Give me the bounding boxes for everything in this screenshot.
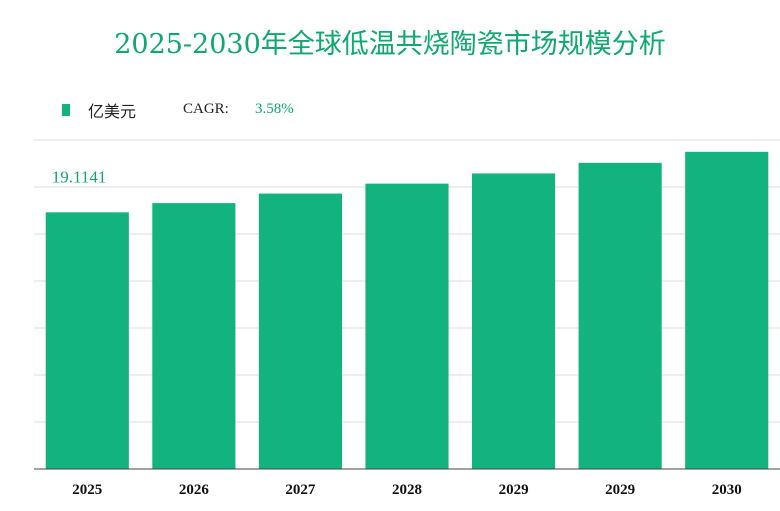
legend: 亿美元 xyxy=(62,99,136,121)
bar xyxy=(685,151,769,469)
legend-swatch xyxy=(62,104,70,116)
bar xyxy=(258,193,342,469)
x-tick-label: 2028 xyxy=(392,482,422,498)
bar xyxy=(472,173,556,470)
data-label: 19.1141 xyxy=(52,167,107,186)
bar xyxy=(365,183,449,469)
x-tick-label: 2025 xyxy=(72,482,102,498)
x-tick-label: 2029 xyxy=(605,482,635,498)
x-tick-label: 2027 xyxy=(285,482,316,498)
cagr-label: CAGR: xyxy=(183,101,229,117)
bar xyxy=(45,212,129,469)
x-tick-label: 2026 xyxy=(179,482,210,498)
legend-label: 亿美元 xyxy=(88,102,137,121)
bar xyxy=(152,203,236,469)
x-tick-label: 2030 xyxy=(712,482,742,498)
chart-title: 2025-2030年全球低温共烧陶瓷市场规模分析 xyxy=(114,29,666,60)
bar xyxy=(578,162,662,470)
cagr-value: 3.58% xyxy=(255,101,294,117)
x-tick-label: 2029 xyxy=(499,482,529,498)
